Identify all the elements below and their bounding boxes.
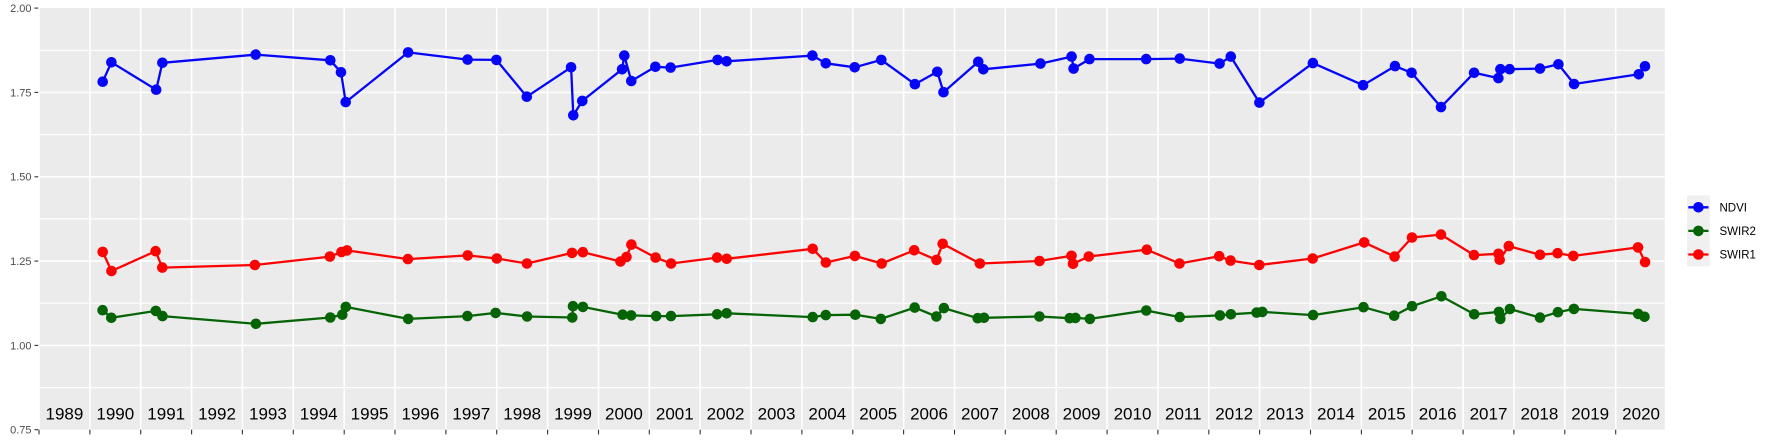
svg-text:1995: 1995 (351, 405, 389, 424)
svg-text:2004: 2004 (808, 405, 846, 424)
svg-text:2001: 2001 (656, 405, 694, 424)
svg-text:2012: 2012 (1215, 405, 1253, 424)
svg-text:NDVI: NDVI (1720, 202, 1747, 214)
svg-text:2015: 2015 (1368, 405, 1406, 424)
svg-text:1.00: 1.00 (10, 340, 31, 352)
svg-text:0.75: 0.75 (10, 425, 31, 437)
svg-text:1.75: 1.75 (10, 87, 31, 99)
svg-text:SWIR1: SWIR1 (1720, 250, 1756, 262)
svg-text:2014: 2014 (1317, 405, 1355, 424)
svg-text:SWIR2: SWIR2 (1720, 226, 1756, 238)
svg-text:1997: 1997 (452, 405, 490, 424)
svg-text:1990: 1990 (96, 405, 134, 424)
svg-text:2010: 2010 (1114, 405, 1152, 424)
svg-text:2000: 2000 (605, 405, 643, 424)
svg-text:1998: 1998 (503, 405, 541, 424)
svg-text:2020: 2020 (1622, 405, 1660, 424)
svg-text:2008: 2008 (1012, 405, 1050, 424)
svg-text:1992: 1992 (198, 405, 236, 424)
svg-text:2006: 2006 (910, 405, 948, 424)
svg-text:2017: 2017 (1470, 405, 1508, 424)
svg-text:2011: 2011 (1165, 405, 1202, 424)
svg-text:1999: 1999 (554, 405, 592, 424)
svg-text:2009: 2009 (1063, 405, 1101, 424)
svg-text:1996: 1996 (401, 405, 439, 424)
svg-text:2019: 2019 (1571, 405, 1609, 424)
svg-text:1.50: 1.50 (10, 172, 31, 184)
svg-text:1994: 1994 (300, 405, 338, 424)
svg-text:2007: 2007 (961, 405, 999, 424)
svg-text:1993: 1993 (249, 405, 287, 424)
svg-text:2003: 2003 (758, 405, 796, 424)
svg-text:2016: 2016 (1419, 405, 1457, 424)
svg-text:2.00: 2.00 (10, 3, 31, 15)
svg-text:2013: 2013 (1266, 405, 1304, 424)
svg-text:1.25: 1.25 (10, 256, 31, 268)
svg-text:2005: 2005 (859, 405, 897, 424)
svg-text:1989: 1989 (45, 405, 83, 424)
svg-text:2002: 2002 (707, 405, 745, 424)
svg-text:1991: 1991 (147, 405, 185, 424)
svg-text:2018: 2018 (1520, 405, 1558, 424)
